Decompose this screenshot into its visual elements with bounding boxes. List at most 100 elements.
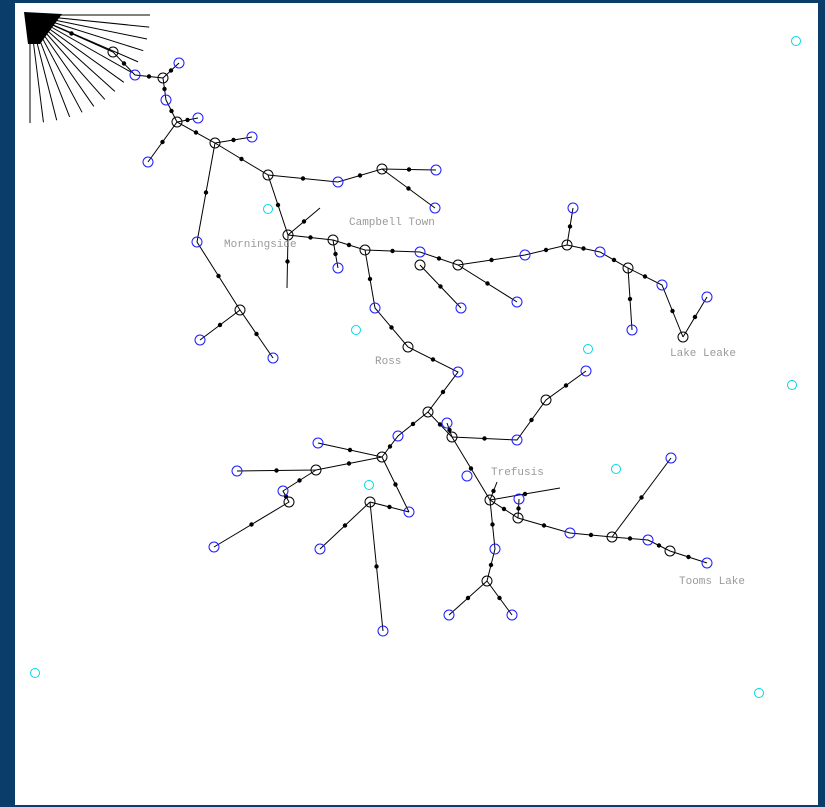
outlet: [642, 534, 654, 546]
outlet: [403, 506, 415, 518]
link-dot: [387, 444, 393, 449]
link-dot: [489, 257, 494, 263]
outlet: [656, 279, 668, 291]
link-dot: [692, 314, 698, 320]
link-dot: [440, 389, 446, 395]
link-dot: [491, 488, 496, 494]
nodes: [30, 31, 801, 698]
outlet: [267, 352, 279, 364]
link-dot: [490, 522, 495, 527]
outlet: [129, 69, 141, 81]
link-dot: [522, 491, 528, 497]
link-dot: [642, 274, 648, 279]
junction: [422, 406, 434, 418]
junction: [262, 169, 274, 181]
link-dot: [430, 357, 436, 362]
junction: [664, 545, 676, 557]
outlet: [489, 543, 501, 555]
link-dot: [686, 554, 691, 560]
link-dot: [231, 137, 236, 143]
link-dot: [342, 523, 348, 528]
junction: [171, 116, 183, 128]
place-label: Ross: [375, 356, 401, 368]
junction: [414, 259, 426, 271]
outlet: [369, 302, 381, 314]
link-dot: [169, 108, 174, 114]
link-dot: [501, 506, 507, 512]
gauge: [583, 344, 593, 354]
link-dot: [357, 173, 363, 178]
link-dot: [627, 296, 633, 302]
link-dot: [217, 322, 223, 328]
junction: [484, 494, 496, 506]
outlet: [665, 452, 677, 464]
junction: [481, 575, 493, 587]
outlet: [511, 434, 523, 446]
outlet: [231, 465, 243, 477]
link-dot: [390, 248, 395, 254]
outlet: [192, 112, 204, 124]
link-dot: [581, 246, 586, 251]
link-dot: [216, 273, 221, 279]
outlet: [430, 164, 442, 176]
outlet: [511, 296, 523, 308]
link-dot: [588, 532, 594, 538]
link-dot: [254, 331, 259, 337]
outlet: [142, 156, 154, 168]
link-dot: [389, 325, 394, 330]
link-dot: [185, 117, 190, 123]
link-dot: [168, 68, 174, 73]
link-dot: [393, 482, 398, 487]
link-dot: [121, 61, 127, 66]
link-dot: [447, 427, 452, 433]
link-dot: [465, 595, 471, 601]
gauge: [263, 204, 273, 214]
outlet: [506, 609, 518, 621]
place-label: Campbell Town: [349, 217, 435, 229]
corner-fan: [24, 12, 150, 123]
link-dot: [301, 219, 307, 224]
link-dot: [160, 139, 165, 145]
link-dot: [374, 564, 379, 569]
link-dot: [410, 421, 416, 427]
link-dot: [406, 167, 412, 172]
outlet: [429, 202, 441, 214]
junction: [446, 431, 458, 443]
link-dot: [346, 461, 352, 466]
link-dot: [516, 506, 521, 511]
outlet: [594, 246, 606, 258]
link-dot: [387, 504, 392, 510]
gauge: [351, 325, 361, 335]
link-dot: [346, 242, 352, 248]
outlet: [564, 527, 576, 539]
link-dot: [436, 256, 442, 261]
link-dot: [239, 156, 244, 162]
junction: [157, 72, 169, 84]
junction: [677, 331, 689, 343]
outlet: [414, 246, 426, 258]
link-dot: [69, 31, 74, 36]
junction: [376, 163, 388, 175]
network-diagram: Campbell Town Morningside Ross Lake Leak…: [15, 3, 818, 805]
link-dot: [488, 562, 494, 568]
link-dot: [333, 251, 338, 257]
junction: [622, 262, 634, 274]
link-dot: [274, 468, 279, 473]
outlet: [332, 262, 344, 274]
link-dot: [497, 595, 502, 601]
outlet: [191, 236, 203, 248]
outlet: [513, 493, 525, 505]
junction: [402, 341, 414, 353]
gauge: [364, 480, 374, 490]
outlet: [580, 365, 592, 377]
outlet: [443, 609, 455, 621]
outlet: [626, 324, 638, 336]
link-dot: [627, 536, 633, 541]
link-dot: [529, 417, 534, 423]
outlet: [312, 437, 324, 449]
link-dot: [300, 176, 306, 181]
link-dot: [297, 478, 302, 483]
link-dot: [670, 308, 675, 314]
link-dot: [611, 257, 617, 263]
